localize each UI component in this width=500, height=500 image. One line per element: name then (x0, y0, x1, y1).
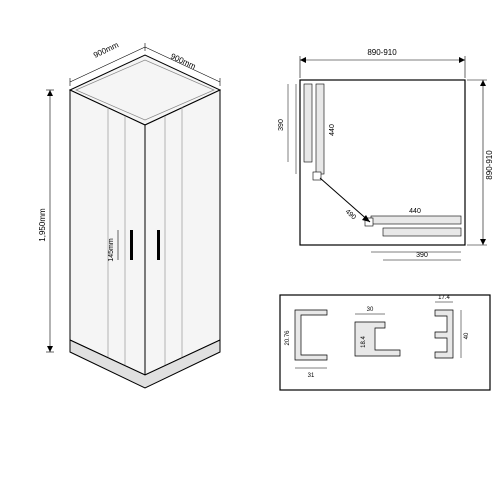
dim-d1: 20.76 (285, 330, 291, 346)
dim-width-left: 900mm (92, 40, 120, 60)
dim-d4: 18.4 (361, 336, 367, 348)
dim-440-bot: 440 (409, 208, 421, 215)
isometric-view: 900mm 900mm 1,950mm 145mm (38, 40, 220, 388)
dim-d5: 17.4 (438, 295, 450, 301)
dim-390-bot: 390 (416, 252, 428, 259)
dim-plan-width: 890-910 (367, 48, 397, 57)
dim-height: 1,950mm (38, 208, 47, 242)
dim-440-left: 440 (329, 124, 336, 136)
plan-view: 890-910 890-910 390 440 490 440 390 (278, 48, 494, 260)
dimension-drawing: 900mm 900mm 1,950mm 145mm 890-910 890-91 (0, 0, 500, 500)
dim-d6: 40 (464, 332, 470, 339)
dim-plan-height: 890-910 (485, 150, 494, 180)
dim-390-left: 390 (278, 119, 285, 131)
dim-490: 490 (344, 208, 357, 221)
detail-view: 20.76 31 30 18.4 17.4 40 (280, 295, 490, 390)
dim-d2: 31 (308, 373, 315, 379)
dim-handle: 145mm (108, 238, 115, 262)
dim-d3: 30 (367, 307, 374, 313)
